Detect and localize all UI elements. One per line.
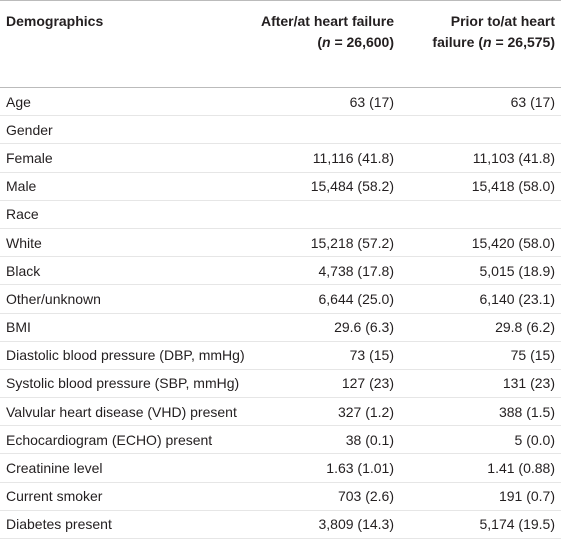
cell-value: 15,484 (58.2)	[242, 172, 400, 201]
cell-value: 4,738 (17.8)	[242, 256, 400, 286]
column-header: Prior to/at heart failure (n = 26,575)	[400, 0, 561, 88]
row-label: Valvular heart disease (VHD) present	[0, 397, 242, 427]
cell-value: 73 (15)	[242, 341, 400, 370]
cell-value: 5,015 (18.9)	[400, 256, 561, 286]
row-label: BMI	[0, 313, 242, 342]
table-row: Current smoker 703 (2.6) 191 (0.7)	[0, 482, 561, 511]
cell-value: 11,116 (41.8)	[242, 143, 400, 173]
row-label: Systolic blood pressure (SBP, mmHg)	[0, 369, 242, 399]
cell-value: 703 (2.6)	[242, 482, 400, 511]
cell-value: 15,420 (58.0)	[400, 228, 561, 258]
cell-value: 38 (0.1)	[242, 425, 400, 455]
header-n-rest: = 26,600)	[334, 34, 394, 50]
header-label: Prior to/at heart failure	[432, 13, 555, 50]
row-label: Age	[0, 87, 242, 117]
cell-value: 388 (1.5)	[400, 397, 561, 427]
row-label: Gender	[0, 115, 242, 145]
table-row: Creatinine level 1.63 (1.01) 1.41 (0.88)	[0, 453, 561, 483]
cell-value: 15,218 (57.2)	[242, 228, 400, 258]
header-n-open: (	[317, 34, 322, 50]
row-label: Race	[0, 200, 242, 229]
row-label: Diastolic blood pressure (DBP, mmHg)	[0, 341, 245, 370]
row-label: Other/unknown	[0, 284, 242, 314]
table-row: Systolic blood pressure (SBP, mmHg) 127 (…	[0, 369, 561, 399]
header-label: After/at heart failure	[260, 13, 394, 29]
cell-value: 63 (17)	[242, 87, 400, 117]
row-label: Female	[0, 143, 242, 173]
cell-value: 29.8 (6.2)	[400, 313, 561, 342]
header-n-rest: = 26,575)	[495, 34, 555, 50]
empty-cell	[400, 200, 561, 229]
row-label: Black	[0, 256, 242, 286]
header-n-symbol: n	[321, 34, 331, 50]
column-header: Demographics	[0, 0, 242, 88]
empty-cell	[400, 115, 561, 145]
cell-value: 6,644 (25.0)	[242, 284, 400, 314]
cell-value: 11,103 (41.8)	[400, 143, 561, 173]
table-row: Valvular heart disease (VHD) present 327 …	[0, 397, 561, 427]
table-header: Demographics After/at heart failure (n = …	[0, 0, 561, 88]
cell-value: 63 (17)	[400, 87, 561, 117]
cell-value: 1.63 (1.01)	[242, 453, 400, 483]
table-row: Black 4,738 (17.8) 5,015 (18.9)	[0, 256, 561, 286]
cell-value: 5 (0.0)	[400, 425, 561, 455]
table-row: Race	[0, 200, 561, 229]
table-row: White 15,218 (57.2) 15,420 (58.0)	[0, 228, 561, 258]
cell-value: 6,140 (23.1)	[400, 284, 561, 314]
cell-value: 29.6 (6.3)	[242, 313, 400, 342]
header-n-open: (	[478, 34, 483, 50]
header-row: Demographics After/at heart failure (n = …	[0, 0, 561, 88]
row-label: White	[0, 228, 242, 258]
table-row: Male 15,484 (58.2) 15,418 (58.0)	[0, 172, 561, 201]
table-row: Age 63 (17) 63 (17)	[0, 87, 561, 117]
row-label: Creatinine level	[0, 453, 242, 483]
cell-value: 191 (0.7)	[400, 482, 561, 511]
table-row: BMI 29.6 (6.3) 29.8 (6.2)	[0, 313, 561, 342]
table-row: Other/unknown 6,644 (25.0) 6,140 (23.1)	[0, 284, 561, 314]
empty-cell	[242, 200, 400, 229]
cell-value: 75 (15)	[400, 341, 561, 370]
header-n-symbol: n	[482, 34, 492, 50]
empty-cell	[242, 115, 400, 145]
table-row: Echocardiogram (ECHO) present 38 (0.1) 5 (…	[0, 425, 561, 455]
row-label: Male	[0, 172, 242, 201]
cell-value: 327 (1.2)	[242, 397, 400, 427]
table-row: Gender	[0, 115, 561, 145]
cell-value: 131 (23)	[400, 369, 561, 399]
table-row: Diastolic blood pressure (DBP, mmHg) 73 (…	[0, 341, 561, 370]
table-body: Age 63 (17) 63 (17) Gender Female 11,116 (41.…	[0, 87, 561, 539]
header-label: Demographics	[6, 13, 104, 29]
cell-value: 127 (23)	[242, 369, 400, 399]
column-header: After/at heart failure (n = 26,600)	[242, 0, 400, 88]
cell-value: 15,418 (58.0)	[400, 172, 561, 201]
row-label: Current smoker	[0, 482, 242, 511]
cell-value: 1.41 (0.88)	[400, 453, 561, 483]
table-row: Female 11,116 (41.8) 11,103 (41.8)	[0, 143, 561, 173]
row-label: Echocardiogram (ECHO) present	[0, 425, 242, 455]
